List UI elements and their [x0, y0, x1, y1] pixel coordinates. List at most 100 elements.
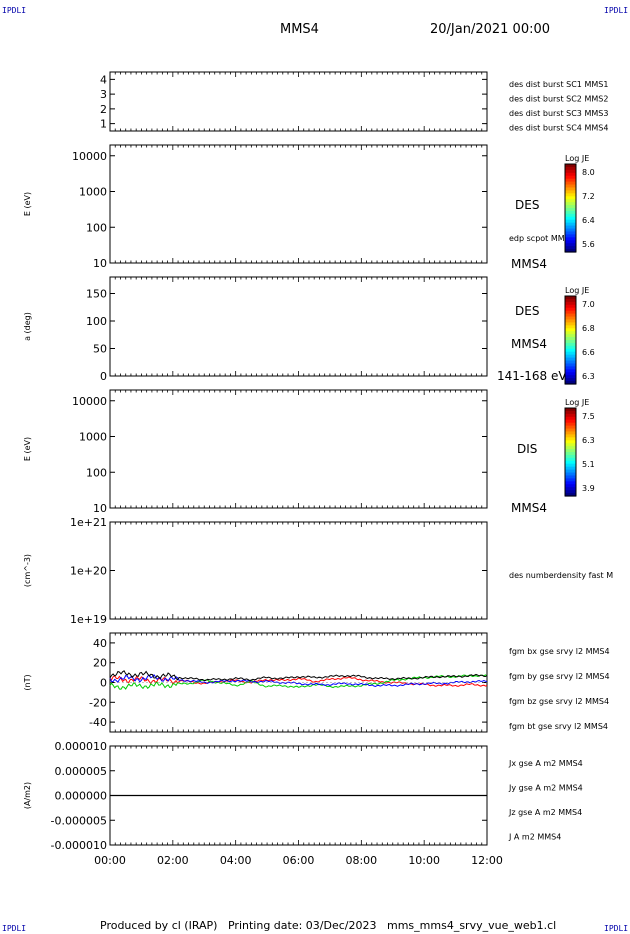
y-axis-label: E (eV) — [23, 192, 32, 216]
colorbar-des-pitch-segment — [565, 313, 576, 318]
y-tick-label: 150 — [86, 288, 107, 301]
colorbar-des-energy-segment — [565, 228, 576, 233]
panel-frame-des_energy — [109, 144, 488, 264]
y-tick-label: 0.000000 — [55, 790, 108, 803]
des-energy-label: DES — [515, 198, 539, 212]
y-axis-label: (nT) — [23, 674, 32, 690]
y-tick-label: 20 — [93, 657, 107, 670]
panel-frame-dis_energy — [109, 389, 488, 509]
colorbar-des-energy-segment — [565, 234, 576, 238]
legend-entry: fgm bt gse srvy l2 MMS4 — [509, 722, 608, 731]
y-tick-label: 40 — [93, 637, 107, 650]
colorbar-des-energy-tick-label: 8.0 — [582, 168, 595, 177]
colorbar-dis-energy-frame — [564, 407, 577, 497]
colorbar-des-pitch-segment — [565, 334, 576, 338]
colorbar-des-energy-segment — [565, 169, 576, 174]
corner-label-bottom-left: IPDLI — [2, 924, 27, 933]
colorbar-dis-energy-segment — [565, 413, 576, 418]
des-pitch-energy-label: 141-168 eV — [497, 369, 567, 383]
colorbar-des-energy-segment — [565, 187, 576, 191]
colorbar-des-energy-segment — [565, 205, 576, 209]
colorbar-dis-energy-segment — [565, 422, 576, 427]
colorbar-des-energy-segment — [565, 240, 576, 244]
colorbar-des-energy-segment — [565, 175, 576, 180]
y-tick-label: 1000 — [79, 431, 107, 444]
colorbar-des-pitch-title: Log JE — [565, 286, 589, 295]
colorbar-dis-energy-segment — [565, 428, 576, 433]
legend-entry: fgm by gse srvy l2 MMS4 — [509, 672, 610, 681]
dis-energy-sc-label: MMS4 — [511, 501, 547, 515]
y-tick-label: 50 — [93, 343, 107, 356]
y-tick-label: 100 — [86, 221, 107, 234]
colorbar-dis-energy-segment — [565, 460, 576, 465]
colorbar-des-energy-segment — [565, 237, 576, 241]
legend-entry: fgm bz gse srvy l2 MMS4 — [509, 697, 609, 706]
des-pitch-label: DES — [515, 304, 539, 318]
colorbar-des-pitch-segment — [565, 369, 576, 373]
colorbar-des-pitch-tick-label: 6.3 — [582, 372, 595, 381]
colorbar-des-pitch-segment — [565, 363, 576, 367]
colorbar-des-energy-segment — [565, 243, 576, 247]
colorbar-des-pitch-tick-label: 7.0 — [582, 300, 595, 309]
corner-label-bottom-right: IPDLI — [604, 924, 629, 933]
colorbar-des-pitch-segment — [565, 325, 576, 329]
footer-filename: mms_mms4_srvy_vue_web1.cl — [387, 919, 557, 932]
colorbar-des-energy-segment — [565, 190, 576, 194]
colorbar-des-energy-frame — [564, 163, 577, 253]
y-tick-label: 1000 — [79, 186, 107, 199]
panel-frame-des_pitch — [109, 276, 488, 377]
colorbar-des-pitch-segment — [565, 375, 576, 379]
legend-entry: J A m2 MMS4 — [508, 833, 561, 842]
colorbar-dis-energy-tick-label: 6.3 — [582, 436, 595, 445]
time-tick-label: 12:00 — [471, 854, 503, 867]
colorbar-des-energy-segment — [565, 178, 576, 183]
colorbar-des-energy-segment — [565, 164, 576, 168]
colorbar-dis-energy-segment — [565, 425, 576, 430]
time-tick-label: 02:00 — [157, 854, 189, 867]
colorbar-dis-energy-segment — [565, 493, 576, 497]
y-tick-label: 0 — [100, 370, 107, 383]
colorbar-dis-energy-segment — [565, 466, 576, 471]
colorbar-des-pitch-tick-label: 6.8 — [582, 324, 595, 333]
colorbar-dis-energy-segment — [565, 452, 576, 456]
y-tick-label: 1e+20 — [70, 565, 107, 578]
colorbar-des-pitch-segment — [565, 304, 576, 309]
colorbar-des-energy-tick-label: 5.6 — [582, 240, 595, 249]
colorbar-des-energy-tick-label: 7.2 — [582, 192, 595, 201]
colorbar-des-pitch-tick-label: 6.6 — [582, 348, 595, 357]
colorbar-des-energy-segment — [565, 199, 576, 203]
colorbar-des-energy-tick-label: 6.4 — [582, 216, 595, 225]
colorbar-dis-energy-segment — [565, 449, 576, 453]
colorbar-des-pitch-segment — [565, 316, 576, 321]
legend-entry: fgm bx gse srvy l2 MMS4 — [509, 647, 610, 656]
colorbar-dis-energy-segment — [565, 408, 576, 412]
colorbar-des-pitch-segment — [565, 378, 576, 382]
colorbar-des-energy-segment — [565, 225, 576, 230]
legend-entry: des dist burst SC3 MMS3 — [509, 109, 608, 118]
colorbar-des-pitch-segment — [565, 381, 576, 385]
colorbar-dis-energy-segment — [565, 440, 576, 444]
colorbar-dis-energy-segment — [565, 487, 576, 491]
y-tick-label: -0.000010 — [51, 839, 107, 852]
colorbar-des-energy-segment — [565, 208, 576, 212]
y-tick-label: 1 — [100, 118, 107, 131]
y-tick-label: -40 — [89, 716, 107, 729]
y-tick-label: 2 — [100, 103, 107, 116]
y-tick-label: 1e+19 — [70, 613, 107, 626]
colorbar-dis-energy-title: Log JE — [565, 398, 589, 407]
colorbar-dis-energy-segment — [565, 457, 576, 462]
y-tick-label: 0 — [100, 677, 107, 690]
panel-frame-burst — [109, 71, 488, 132]
colorbar-dis-energy-tick-label: 5.1 — [582, 460, 595, 469]
des-energy-sub-label: edp scpot MMS4 — [509, 234, 575, 243]
colorbar-des-pitch-segment — [565, 307, 576, 312]
colorbar-des-pitch-segment — [565, 319, 576, 323]
colorbar-des-pitch-frame — [564, 295, 577, 385]
colorbar-des-pitch-segment — [565, 328, 576, 332]
colorbar-des-energy-segment — [565, 216, 576, 221]
footer-produced-by: Produced by cl (IRAP) — [100, 919, 218, 932]
colorbar-des-energy-segment — [565, 219, 576, 224]
colorbar-dis-energy-segment — [565, 490, 576, 494]
corner-label-top-right: IPDLI — [604, 6, 629, 15]
